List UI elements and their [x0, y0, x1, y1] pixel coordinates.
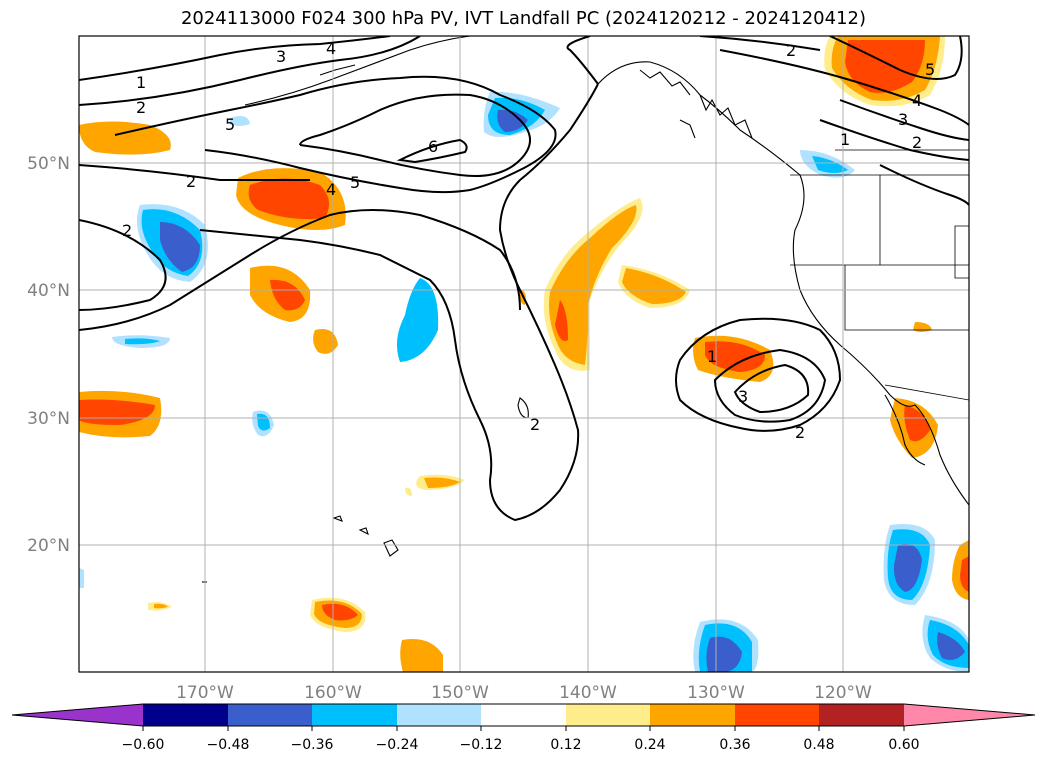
colorbar-tick-label: 0.48 [803, 737, 834, 753]
contour-label: 1 [136, 73, 146, 92]
lon-tick-label: 130°W [687, 683, 745, 703]
contour-label: 1 [840, 130, 850, 149]
contour-label: 5 [350, 173, 360, 192]
colorbar-segment [143, 704, 228, 726]
lon-tick-label: 170°W [176, 683, 234, 703]
contour-label: 2 [186, 172, 196, 191]
lon-tick-label: 140°W [559, 683, 617, 703]
colorbar-tick-label: 0.36 [719, 737, 750, 753]
colorbar-tick-label: 0.12 [550, 737, 581, 753]
colorbar-segment [650, 704, 735, 726]
lon-tick-label: 160°W [304, 683, 362, 703]
contour-label: 5 [925, 60, 935, 79]
colorbar-tick-label: −0.24 [376, 737, 419, 753]
contour-label: 2 [786, 41, 796, 60]
contour-label: 3 [738, 387, 748, 406]
contour-label: 5 [225, 115, 235, 134]
colorbar-under-arrow [12, 704, 143, 726]
political-borders [790, 149, 969, 401]
contour-label: 4 [912, 91, 922, 110]
contour-label: 1 [707, 347, 717, 366]
graticule [79, 36, 969, 672]
ivt-contours [79, 36, 969, 522]
pv-shading [79, 36, 969, 672]
colorbar-tick-label: 0.24 [634, 737, 665, 753]
contour-label: 6 [428, 137, 438, 156]
coastlines [202, 36, 969, 583]
colorbar-tick-label: −0.60 [122, 737, 165, 753]
colorbar-segment [735, 704, 819, 726]
colorbar-tick-label: −0.48 [207, 737, 250, 753]
lat-tick-label: 20°N [27, 536, 70, 556]
contour-label: 2 [530, 415, 540, 434]
colorbar-segment [566, 704, 650, 726]
contour-label: 2 [122, 221, 132, 240]
colorbar-over-arrow [904, 704, 1035, 726]
lat-tick-label: 50°N [27, 154, 70, 174]
map-background [79, 36, 969, 672]
contour-label: 3 [898, 110, 908, 129]
lat-tick-label: 30°N [27, 409, 70, 429]
colorbar-tick-label: −0.36 [291, 737, 334, 753]
lon-tick-labels: 170°W 160°W 150°W 140°W 130°W 120°W [176, 683, 872, 703]
colorbar-segment [819, 704, 904, 726]
colorbar: −0.60 −0.48 −0.36 −0.24 −0.12 0.12 0.24 … [11, 703, 1036, 753]
colorbar-tick-label: −0.12 [460, 737, 503, 753]
contour-label: 4 [326, 180, 336, 199]
contour-label: 2 [795, 423, 805, 442]
map-title: 2024113000 F024 300 hPa PV, IVT Landfall… [180, 8, 867, 29]
contour-label: 4 [326, 39, 336, 58]
contour-label: 2 [912, 133, 922, 152]
lon-tick-label: 150°W [431, 683, 489, 703]
contour-label-group: 1 2 3 4 5 6 2 2 4 5 1 2 3 2 1 2 4 5 3 2 [122, 39, 935, 442]
contour-label: 2 [136, 98, 146, 117]
colorbar-segment [228, 704, 312, 726]
map-frame [78, 35, 970, 673]
lat-tick-labels: 50°N 40°N 30°N 20°N [27, 154, 70, 556]
colorbar-segment [481, 704, 566, 726]
lon-tick-label: 120°W [814, 683, 872, 703]
lat-tick-label: 40°N [27, 281, 70, 301]
colorbar-segment [397, 704, 481, 726]
contour-label: 3 [276, 47, 286, 66]
colorbar-segment [312, 704, 397, 726]
colorbar-tick-label: 0.60 [888, 737, 919, 753]
